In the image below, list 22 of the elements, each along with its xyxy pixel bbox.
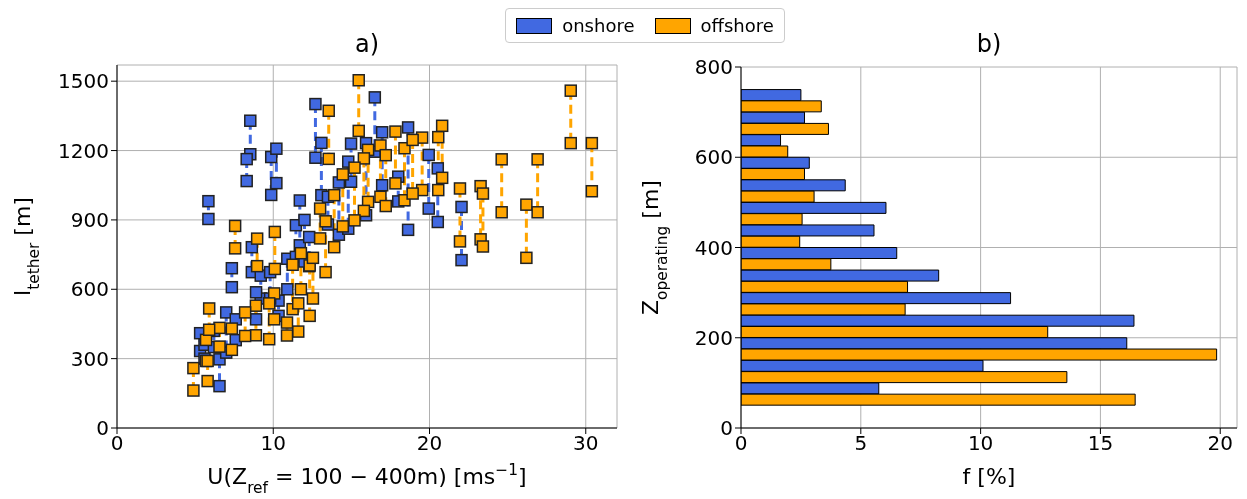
x-tick-label: 10 bbox=[967, 431, 994, 456]
y-tick-label: 400 bbox=[694, 235, 733, 260]
x-axis-title: U(Z$_{ref}$ = 100 − 400m) [ms$^{−1}$] bbox=[207, 461, 527, 497]
y-tick-label: 300 bbox=[70, 346, 109, 371]
legend-label: onshore bbox=[562, 15, 635, 36]
chart-title: a) bbox=[354, 30, 380, 58]
x-tick-label: 5 bbox=[854, 431, 868, 456]
y-tick-label: 1500 bbox=[58, 69, 109, 94]
y-tick-label: 1200 bbox=[58, 138, 109, 163]
x-tick-label: 20 bbox=[416, 431, 443, 456]
x-axis-title: f [%] bbox=[962, 464, 1016, 489]
chart-title: b) bbox=[976, 30, 1002, 58]
x-tick-label: 20 bbox=[1207, 431, 1233, 456]
y-tick-label: 600 bbox=[70, 277, 109, 302]
x-tick-label: 10 bbox=[260, 431, 286, 456]
y-tick-label: 200 bbox=[694, 325, 733, 350]
legend-label: offshore bbox=[700, 15, 774, 36]
y-tick-label: 900 bbox=[70, 208, 109, 233]
y-tick-label: 600 bbox=[694, 145, 733, 170]
y-tick-label: 800 bbox=[694, 55, 733, 80]
x-tick-label: 15 bbox=[1087, 431, 1114, 456]
x-tick-label: 30 bbox=[573, 431, 599, 456]
